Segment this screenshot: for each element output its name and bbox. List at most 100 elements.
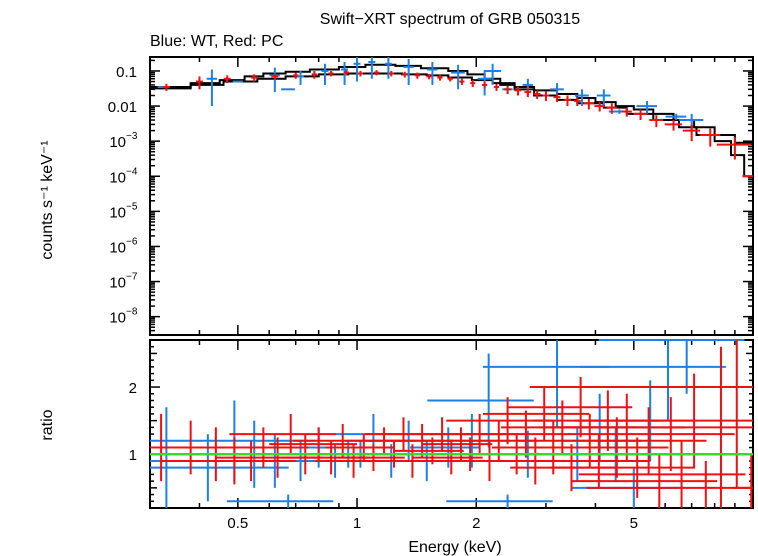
data-point <box>699 128 721 147</box>
data-point <box>483 63 502 85</box>
data-point <box>250 74 258 82</box>
data-point <box>716 137 752 160</box>
data-point <box>524 88 532 98</box>
data-point <box>226 494 334 508</box>
data-point <box>594 102 605 112</box>
y-tick-exponent: −3 <box>126 131 138 142</box>
data-point <box>583 98 594 110</box>
data-point <box>311 70 317 79</box>
chart-subtitle: Blue: WT, Red: PC <box>150 33 283 50</box>
data-point <box>514 86 522 96</box>
y-tick-exponent: −4 <box>126 166 138 177</box>
data-point <box>446 494 553 508</box>
y-tick-exponent: −6 <box>126 236 138 247</box>
data-point <box>586 460 753 508</box>
data-point <box>343 70 349 76</box>
data-point <box>482 387 590 441</box>
data-point <box>493 83 500 91</box>
data-point <box>575 89 589 107</box>
data-point <box>414 72 420 79</box>
data-point <box>402 71 408 78</box>
data-point <box>571 454 718 508</box>
data-point <box>357 70 364 77</box>
data-point <box>682 124 701 142</box>
data-point <box>567 397 735 472</box>
y-tick-label: 2 <box>129 380 137 397</box>
data-point <box>529 340 753 488</box>
data-point <box>664 120 682 131</box>
data-point <box>578 440 746 508</box>
data-point <box>403 58 414 85</box>
ratio-plot-frame <box>149 339 754 509</box>
chart-title: Swift−XRT spectrum of GRB 050315 <box>320 11 581 28</box>
data-point <box>269 427 358 461</box>
data-point <box>459 78 465 85</box>
ratio-panel: 1 2 0.5 1 2 5 <box>129 339 754 532</box>
data-point <box>297 70 304 85</box>
bottom-y-axis-label: ratio <box>39 409 56 440</box>
data-point <box>649 115 664 128</box>
top-y-axis-label: counts s⁻¹ keV⁻¹ <box>39 140 56 259</box>
data-point <box>580 340 726 421</box>
data-point <box>598 339 745 394</box>
data-point <box>427 353 534 448</box>
y-tick-label: 10 <box>109 169 126 186</box>
data-point <box>206 69 217 107</box>
y-tick-label: 1 <box>129 447 137 464</box>
y-tick-exponent: −7 <box>126 272 138 283</box>
data-point <box>384 57 392 79</box>
data-point <box>328 70 334 77</box>
data-point <box>451 64 465 90</box>
x-tick-label: 2 <box>472 515 480 532</box>
x-tick-label: 1 <box>353 515 361 532</box>
x-axis-label: Energy (keV) <box>408 539 501 556</box>
data-point <box>426 73 432 80</box>
data-point <box>437 74 443 81</box>
data-point <box>606 103 617 114</box>
y-tick-label: 0.01 <box>108 99 137 116</box>
y-tick-exponent: −5 <box>126 201 138 212</box>
data-point <box>271 73 279 81</box>
data-point <box>574 373 753 468</box>
data-point <box>368 57 376 79</box>
data-point <box>293 72 299 79</box>
y-tick-label: 10 <box>109 134 126 151</box>
y-tick-label: 0.1 <box>116 64 137 81</box>
data-point <box>596 89 611 107</box>
data-point <box>560 407 707 475</box>
x-tick-label: 5 <box>630 515 638 532</box>
data-point <box>447 76 453 82</box>
data-point <box>482 82 488 89</box>
data-point <box>162 83 170 91</box>
model-step-line-1 <box>150 72 753 144</box>
data-point <box>665 113 687 121</box>
data-point <box>533 90 541 99</box>
data-point <box>150 434 289 502</box>
data-point <box>373 70 380 76</box>
data-point <box>427 62 438 85</box>
data-point <box>524 434 651 488</box>
data-point <box>733 454 753 508</box>
data-point <box>542 91 550 101</box>
y-tick-label: 10 <box>109 204 126 221</box>
spectrum-plot-frame <box>149 56 754 336</box>
data-point <box>195 76 203 90</box>
y-tick-exponent: −8 <box>126 307 138 318</box>
y-tick-label: 10 <box>109 275 126 292</box>
data-point <box>636 100 658 114</box>
y-tick-label: 10 <box>109 310 126 327</box>
data-point <box>553 93 561 103</box>
data-point <box>388 70 394 77</box>
y-tick-label: 10 <box>109 239 126 256</box>
data-point <box>223 75 231 84</box>
data-point <box>321 63 329 85</box>
data-point <box>573 97 581 107</box>
data-point <box>633 109 648 121</box>
x-tick-label: 0.5 <box>227 515 248 532</box>
data-point <box>504 85 511 95</box>
data-point <box>621 107 632 117</box>
data-point <box>353 57 361 82</box>
data-point <box>564 95 571 107</box>
